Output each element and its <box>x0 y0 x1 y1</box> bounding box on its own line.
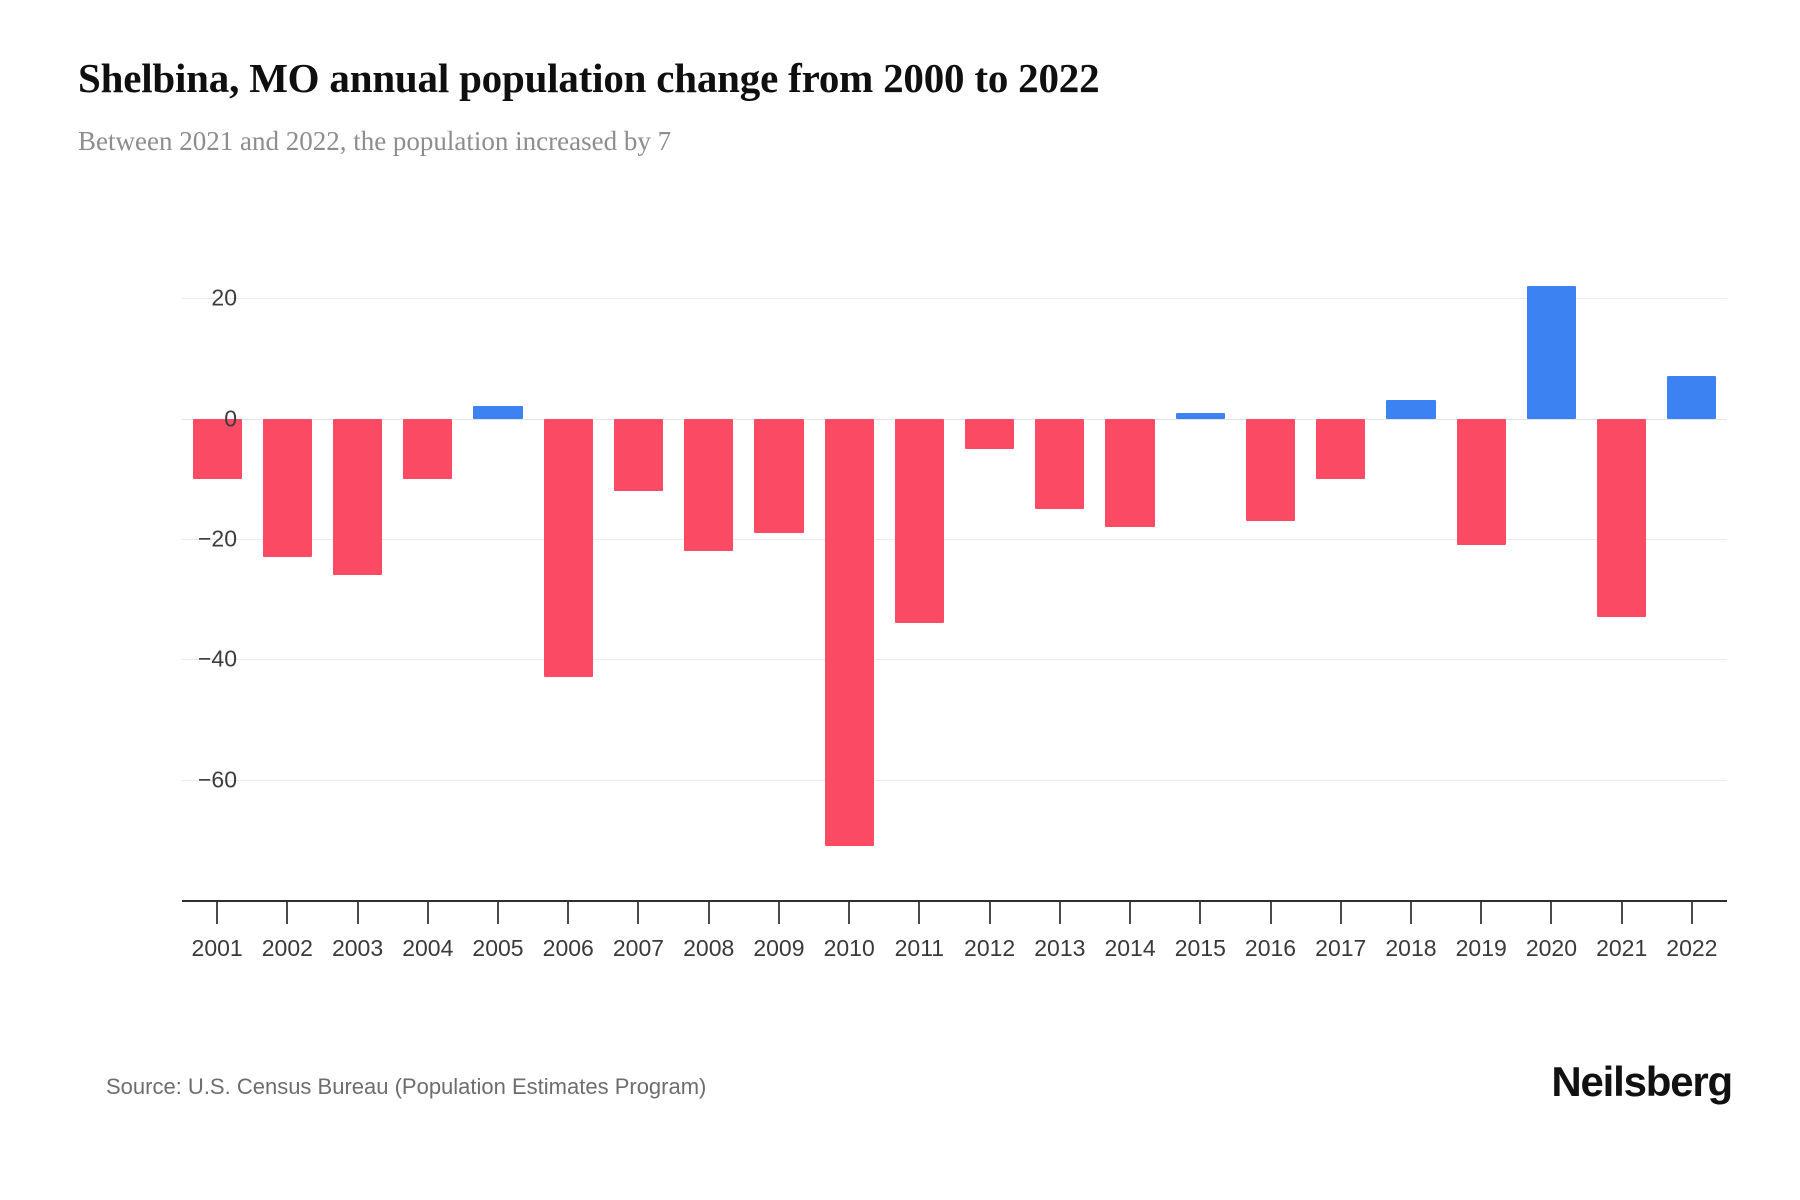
x-axis-tick-mark <box>216 902 219 924</box>
bar-2019[interactable] <box>1456 418 1506 545</box>
x-axis-tick-label: 2007 <box>612 935 665 961</box>
x-axis-tick-label: 2006 <box>542 935 594 961</box>
bar-2017[interactable] <box>1316 418 1366 479</box>
x-axis-tick-label: 2012 <box>964 935 1016 961</box>
x-axis-tick-mark <box>286 902 289 924</box>
bar-2021[interactable] <box>1597 418 1647 618</box>
source-note: Source: U.S. Census Bureau (Population E… <box>106 1074 707 1099</box>
x-axis-tick-mark <box>1269 902 1272 924</box>
bar-2010[interactable] <box>824 418 874 846</box>
bar-2018[interactable] <box>1386 400 1436 419</box>
gridline <box>182 779 1727 781</box>
y-axis-tick-label: 20 <box>211 284 237 311</box>
bar-2020[interactable] <box>1526 286 1576 419</box>
bar-2015[interactable] <box>1175 412 1225 419</box>
bar-2003[interactable] <box>332 418 383 575</box>
x-axis-tick-mark <box>1339 902 1342 924</box>
x-axis-tick-label: 2013 <box>1034 935 1086 961</box>
plot-area <box>182 250 1727 900</box>
x-axis-line <box>182 900 1727 902</box>
bar-2004[interactable] <box>403 418 453 479</box>
bar-2001[interactable] <box>192 418 242 479</box>
x-axis-tick-label: 2009 <box>753 935 805 961</box>
x-axis-tick-label: 2011 <box>894 935 945 961</box>
x-axis-tick-mark <box>1129 902 1132 924</box>
x-axis-tick-mark <box>426 902 429 924</box>
zero-line <box>182 418 1727 420</box>
bar-2008[interactable] <box>684 418 734 551</box>
x-axis-tick-label: 2010 <box>823 935 875 961</box>
bar-2006[interactable] <box>543 418 593 678</box>
x-axis-tick-label: 2021 <box>1596 935 1648 961</box>
x-axis-tick-mark <box>1550 902 1553 924</box>
bar-2002[interactable] <box>262 418 312 557</box>
x-axis-tick-label: 2005 <box>472 935 524 961</box>
x-axis-tick-label: 2014 <box>1104 935 1156 961</box>
bar-2011[interactable] <box>894 418 944 624</box>
gridline <box>182 538 1727 540</box>
x-axis-tick-mark <box>567 902 570 924</box>
x-axis-tick-mark <box>918 902 921 924</box>
x-axis-tick-mark <box>637 902 640 924</box>
gridline <box>182 659 1727 661</box>
x-axis-tick-label: 2019 <box>1455 935 1507 961</box>
y-axis-tick-label: −40 <box>197 645 237 672</box>
x-axis-tick-mark <box>356 902 359 924</box>
x-axis-tick-label: 2008 <box>683 935 735 961</box>
bar-2007[interactable] <box>613 418 664 491</box>
x-axis-tick-mark <box>1690 902 1693 924</box>
x-axis-tick-mark <box>777 902 780 924</box>
bar-2012[interactable] <box>965 418 1015 449</box>
x-axis-tick-label: 2020 <box>1525 935 1578 961</box>
bar-2005[interactable] <box>473 406 523 419</box>
bar-2016[interactable] <box>1245 418 1296 521</box>
bar-2022[interactable] <box>1667 376 1717 419</box>
x-axis-tick-mark <box>848 902 851 924</box>
x-axis-tick-label: 2004 <box>402 935 454 961</box>
x-axis-tick-mark <box>1199 902 1202 924</box>
x-axis-tick-label: 2018 <box>1385 935 1437 961</box>
y-axis-tick-label: −60 <box>197 766 237 793</box>
gridline <box>182 298 1727 300</box>
x-axis-tick-label: 2001 <box>191 935 243 961</box>
x-axis-tick-mark <box>497 902 500 924</box>
x-axis-tick-label: 2016 <box>1244 935 1297 961</box>
bar-2014[interactable] <box>1105 418 1155 527</box>
x-axis-tick-mark <box>707 902 710 924</box>
bar-2009[interactable] <box>754 418 804 533</box>
x-axis-tick-mark <box>1620 902 1623 924</box>
bar-2013[interactable] <box>1035 418 1085 509</box>
brand-logo: Neilsberg <box>1551 1058 1733 1105</box>
x-axis-tick-mark <box>1409 902 1412 924</box>
y-axis-tick-label: −20 <box>197 525 237 552</box>
page-subtitle: Between 2021 and 2022, the population in… <box>78 126 672 156</box>
bar-series <box>182 250 1727 900</box>
x-axis-tick-mark <box>988 902 991 924</box>
x-axis-tick-mark <box>1058 902 1061 924</box>
y-axis-tick-label: 0 <box>224 405 237 432</box>
x-axis-tick-label: 2003 <box>331 935 384 961</box>
x-axis-tick-label: 2017 <box>1315 935 1367 961</box>
x-axis-tick-label: 2022 <box>1666 935 1718 961</box>
x-axis-tick-label: 2002 <box>261 935 313 961</box>
x-axis-tick-mark <box>1480 902 1483 924</box>
page-title: Shelbina, MO annual population change fr… <box>78 55 1100 101</box>
x-axis-tick-label: 2015 <box>1174 935 1226 961</box>
